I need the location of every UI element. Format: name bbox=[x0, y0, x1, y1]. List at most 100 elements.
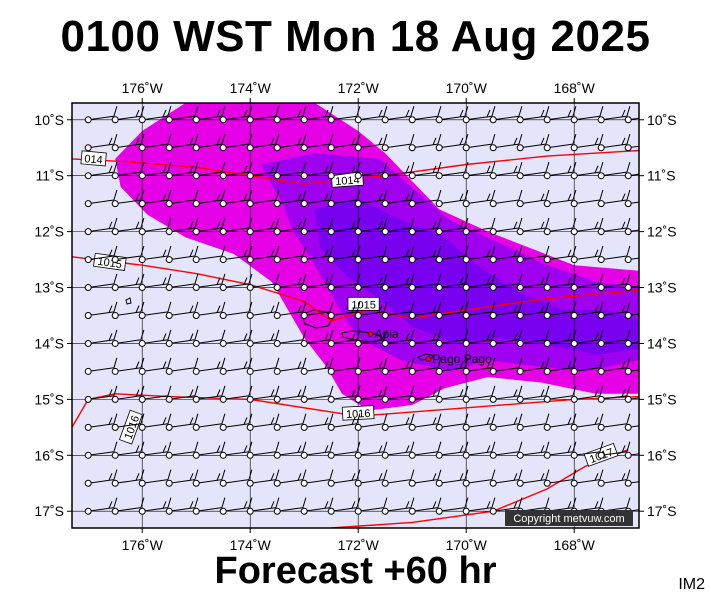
barb-station-circle bbox=[300, 172, 308, 180]
barb-feather bbox=[356, 273, 361, 285]
barb-station-circle bbox=[489, 395, 497, 403]
wind-barb bbox=[570, 133, 604, 152]
isobar-label-box bbox=[347, 296, 380, 311]
barb-feather bbox=[518, 189, 523, 201]
barb-feather bbox=[248, 301, 253, 313]
barb-station-circle bbox=[84, 367, 92, 375]
barb-feather bbox=[351, 473, 356, 481]
barb-shaft bbox=[142, 451, 168, 456]
barb-feather bbox=[518, 245, 523, 257]
barb-station-circle bbox=[435, 256, 443, 264]
barb-feather bbox=[221, 161, 226, 173]
wind-barb bbox=[219, 441, 253, 459]
barb-feather bbox=[356, 245, 361, 257]
barb-feather bbox=[410, 161, 415, 173]
barb-station-circle bbox=[165, 116, 173, 124]
barb-feather bbox=[351, 333, 356, 341]
lon-tick-label-top: 174˚W bbox=[230, 80, 272, 96]
wind-barb bbox=[435, 217, 469, 236]
wind-barb bbox=[624, 256, 639, 264]
wind-barb bbox=[381, 245, 415, 264]
wind-barb bbox=[462, 161, 496, 180]
barb-shaft bbox=[358, 255, 384, 261]
barb-shaft bbox=[142, 423, 168, 428]
barb-feather bbox=[297, 137, 302, 145]
barb-shaft bbox=[412, 115, 438, 121]
barb-station-circle bbox=[246, 200, 254, 208]
barb-station-circle bbox=[165, 284, 173, 292]
barb-feather bbox=[378, 109, 383, 118]
barb-feather bbox=[162, 445, 167, 453]
barb-feather bbox=[275, 413, 280, 424]
wind-barb bbox=[543, 245, 577, 264]
barb-feather bbox=[194, 106, 199, 117]
barb-feather bbox=[545, 441, 550, 452]
wind-barb bbox=[489, 217, 523, 236]
wind-barb bbox=[570, 357, 604, 375]
barb-shaft bbox=[520, 171, 546, 177]
lon-tick-label-bottom: 172˚W bbox=[338, 537, 380, 553]
barb-station-circle bbox=[354, 256, 362, 264]
wind-barb bbox=[273, 273, 307, 292]
barb-shaft bbox=[331, 339, 357, 344]
wind-barb bbox=[138, 161, 172, 180]
barb-station-circle bbox=[192, 200, 200, 208]
barb-feather bbox=[491, 245, 496, 257]
wind-barb bbox=[624, 479, 639, 487]
barb-station-circle bbox=[219, 339, 227, 347]
barb-shaft bbox=[358, 115, 384, 121]
barb-feather bbox=[248, 385, 253, 396]
barb-station-circle bbox=[543, 367, 551, 375]
wind-barb bbox=[327, 497, 361, 515]
barb-station-circle bbox=[327, 479, 335, 487]
barb-feather bbox=[464, 441, 469, 452]
wind-barb bbox=[165, 161, 199, 180]
barb-shaft bbox=[439, 227, 465, 233]
wind-barb bbox=[435, 329, 469, 347]
barb-feather bbox=[437, 133, 442, 145]
barb-shaft bbox=[574, 255, 600, 261]
wind-barb bbox=[138, 273, 172, 292]
barb-feather bbox=[513, 473, 518, 481]
barb-feather bbox=[113, 217, 118, 229]
barb-feather bbox=[594, 389, 599, 397]
wind-barb bbox=[570, 273, 604, 292]
wind-barb bbox=[435, 357, 469, 375]
barb-shaft bbox=[88, 311, 114, 316]
wind-barb bbox=[84, 441, 118, 459]
barb-station-circle bbox=[489, 451, 497, 459]
barb-shaft bbox=[493, 283, 519, 289]
barb-shaft bbox=[601, 199, 627, 205]
wind-barb bbox=[543, 189, 577, 208]
barb-feather bbox=[329, 413, 334, 424]
barb-feather bbox=[567, 277, 572, 285]
wind-barb bbox=[597, 329, 631, 347]
barb-station-circle bbox=[381, 507, 389, 515]
barb-feather bbox=[486, 249, 491, 257]
barb-feather bbox=[405, 249, 410, 257]
barb-shaft bbox=[385, 171, 411, 177]
wind-barb bbox=[408, 106, 442, 124]
barb-station-circle bbox=[138, 339, 146, 347]
barb-shaft bbox=[412, 451, 438, 456]
map-frame bbox=[71, 102, 640, 529]
wind-barb bbox=[543, 133, 577, 152]
barb-feather bbox=[108, 165, 113, 173]
barb-feather bbox=[248, 497, 253, 508]
barb-feather bbox=[275, 497, 280, 508]
wind-barb bbox=[543, 441, 577, 459]
wind-barb bbox=[354, 189, 388, 208]
lat-tick-label-left: 16˚S bbox=[34, 447, 64, 463]
wind-barb bbox=[300, 385, 334, 403]
wind-barb bbox=[435, 413, 469, 431]
barb-shaft bbox=[250, 367, 276, 372]
wind-barb bbox=[408, 133, 442, 152]
barb-shaft bbox=[142, 171, 168, 177]
lat-tick-label-left: 12˚S bbox=[34, 224, 64, 240]
barb-station-circle bbox=[462, 479, 470, 487]
barb-station-circle bbox=[408, 507, 416, 515]
wind-barb bbox=[300, 357, 334, 375]
barb-feather bbox=[297, 445, 302, 453]
barb-feather bbox=[194, 357, 199, 368]
barb-shaft bbox=[358, 227, 384, 233]
